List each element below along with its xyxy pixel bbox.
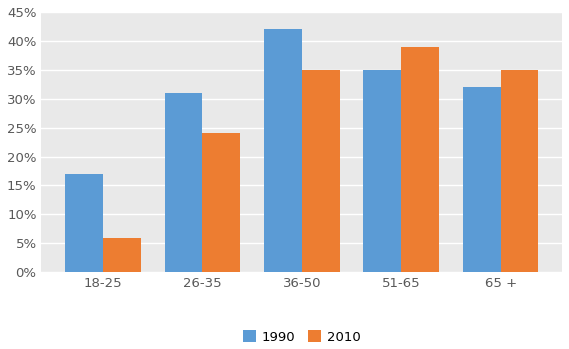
Bar xyxy=(264,29,302,272)
Legend: 1990, 2010: 1990, 2010 xyxy=(238,325,366,349)
Bar xyxy=(401,47,439,272)
Bar xyxy=(302,70,340,272)
Bar xyxy=(364,70,401,272)
Bar xyxy=(103,238,141,272)
Bar xyxy=(501,70,538,272)
Bar xyxy=(463,87,501,272)
Bar xyxy=(164,93,203,272)
Bar xyxy=(65,174,103,272)
Bar xyxy=(203,133,240,272)
